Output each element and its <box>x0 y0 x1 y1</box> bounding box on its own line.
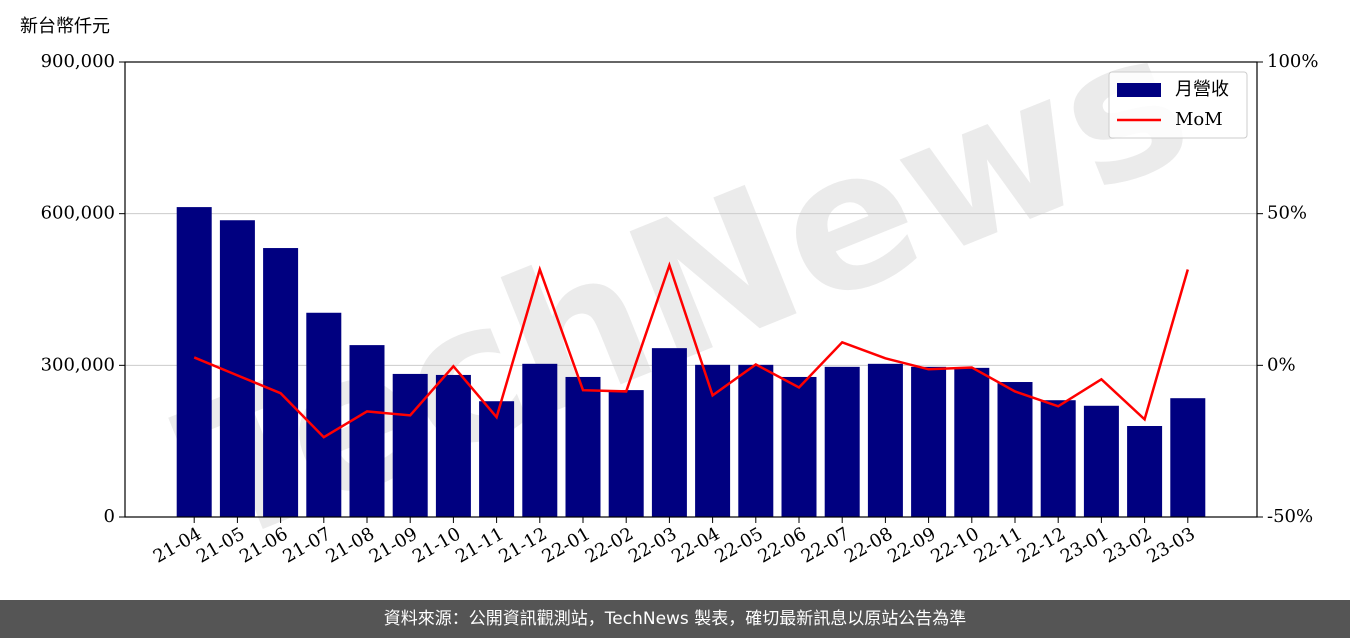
y2-tick-label: -50% <box>1267 506 1313 527</box>
x-tick-label: 23-02 <box>1100 523 1155 567</box>
x-tick-label: 22-01 <box>539 523 594 567</box>
x-tick-label: 22-03 <box>625 523 680 567</box>
bar <box>392 373 428 517</box>
bar <box>1040 400 1076 517</box>
bar <box>651 348 687 517</box>
legend-label: 月營收 <box>1175 79 1229 100</box>
bar <box>608 390 644 517</box>
legend-swatch <box>1117 83 1161 97</box>
x-tick-label: 21-12 <box>495 523 550 567</box>
legend-label: MoM <box>1175 109 1223 130</box>
x-tick-label: 23-03 <box>1143 523 1198 567</box>
bar <box>1083 405 1119 517</box>
bar <box>219 220 255 517</box>
x-tick-label: 21-04 <box>150 523 205 567</box>
y-tick-label: 600,000 <box>41 203 115 224</box>
bar <box>306 312 342 517</box>
bar <box>954 367 990 517</box>
y-axis-label: 新台幣仟元 <box>20 16 110 37</box>
chart: 新台幣仟元 TechNews0300,000600,000900,000-50%… <box>20 0 1318 588</box>
bar <box>263 248 299 518</box>
x-tick-label: 23-01 <box>1057 523 1112 567</box>
bar <box>435 374 471 517</box>
bar <box>349 345 385 517</box>
y2-tick-label: 100% <box>1267 51 1318 72</box>
x-tick-label: 22-04 <box>668 523 723 567</box>
bar <box>824 366 860 517</box>
bar <box>997 382 1033 517</box>
x-tick-label: 21-10 <box>409 523 464 567</box>
bar <box>1127 426 1163 517</box>
x-tick-label: 22-07 <box>798 523 853 567</box>
y-tick-label: 0 <box>104 506 115 527</box>
bar <box>565 376 601 517</box>
bar <box>911 366 947 517</box>
y-tick-label: 300,000 <box>41 354 115 375</box>
x-tick-label: 21-11 <box>452 523 507 567</box>
x-tick-label: 22-02 <box>582 523 637 567</box>
bar <box>738 364 774 517</box>
bar <box>781 376 817 517</box>
y-tick-label: 900,000 <box>41 51 115 72</box>
y2-tick-label: 50% <box>1267 203 1307 224</box>
bar <box>867 363 903 517</box>
x-tick-label: 22-12 <box>1014 523 1069 567</box>
y2-tick-label: 0% <box>1267 354 1296 375</box>
x-tick-label: 22-06 <box>755 523 810 567</box>
x-tick-label: 22-05 <box>711 523 766 567</box>
bar <box>522 363 558 517</box>
plot-frame <box>124 61 1258 518</box>
x-tick-label: 22-10 <box>927 523 982 567</box>
line <box>193 261 1190 439</box>
bar <box>695 364 731 517</box>
x-tick-label: 22-09 <box>884 523 939 567</box>
source-note: 資料來源：公開資訊觀測站，TechNews 製表，確切最新訊息以原站公告為準 <box>0 600 1350 638</box>
x-tick-label: 22-08 <box>841 523 896 567</box>
bar <box>1170 398 1206 517</box>
bar <box>479 401 515 517</box>
x-tick-label: 22-11 <box>971 523 1026 567</box>
